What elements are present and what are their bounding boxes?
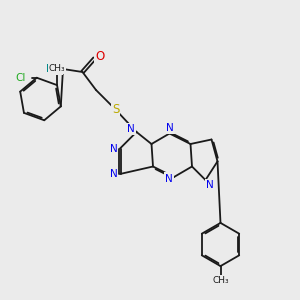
Text: S: S xyxy=(112,103,119,116)
Text: CH₃: CH₃ xyxy=(212,276,229,285)
Text: N: N xyxy=(165,173,172,184)
Text: N: N xyxy=(206,180,214,190)
Text: N: N xyxy=(110,143,117,154)
Text: N: N xyxy=(166,123,173,133)
Text: N: N xyxy=(127,124,134,134)
Text: CH₃: CH₃ xyxy=(49,64,65,73)
Text: Cl: Cl xyxy=(15,73,26,83)
Text: O: O xyxy=(95,50,104,64)
Text: N: N xyxy=(110,169,117,179)
Text: NH: NH xyxy=(46,64,62,74)
